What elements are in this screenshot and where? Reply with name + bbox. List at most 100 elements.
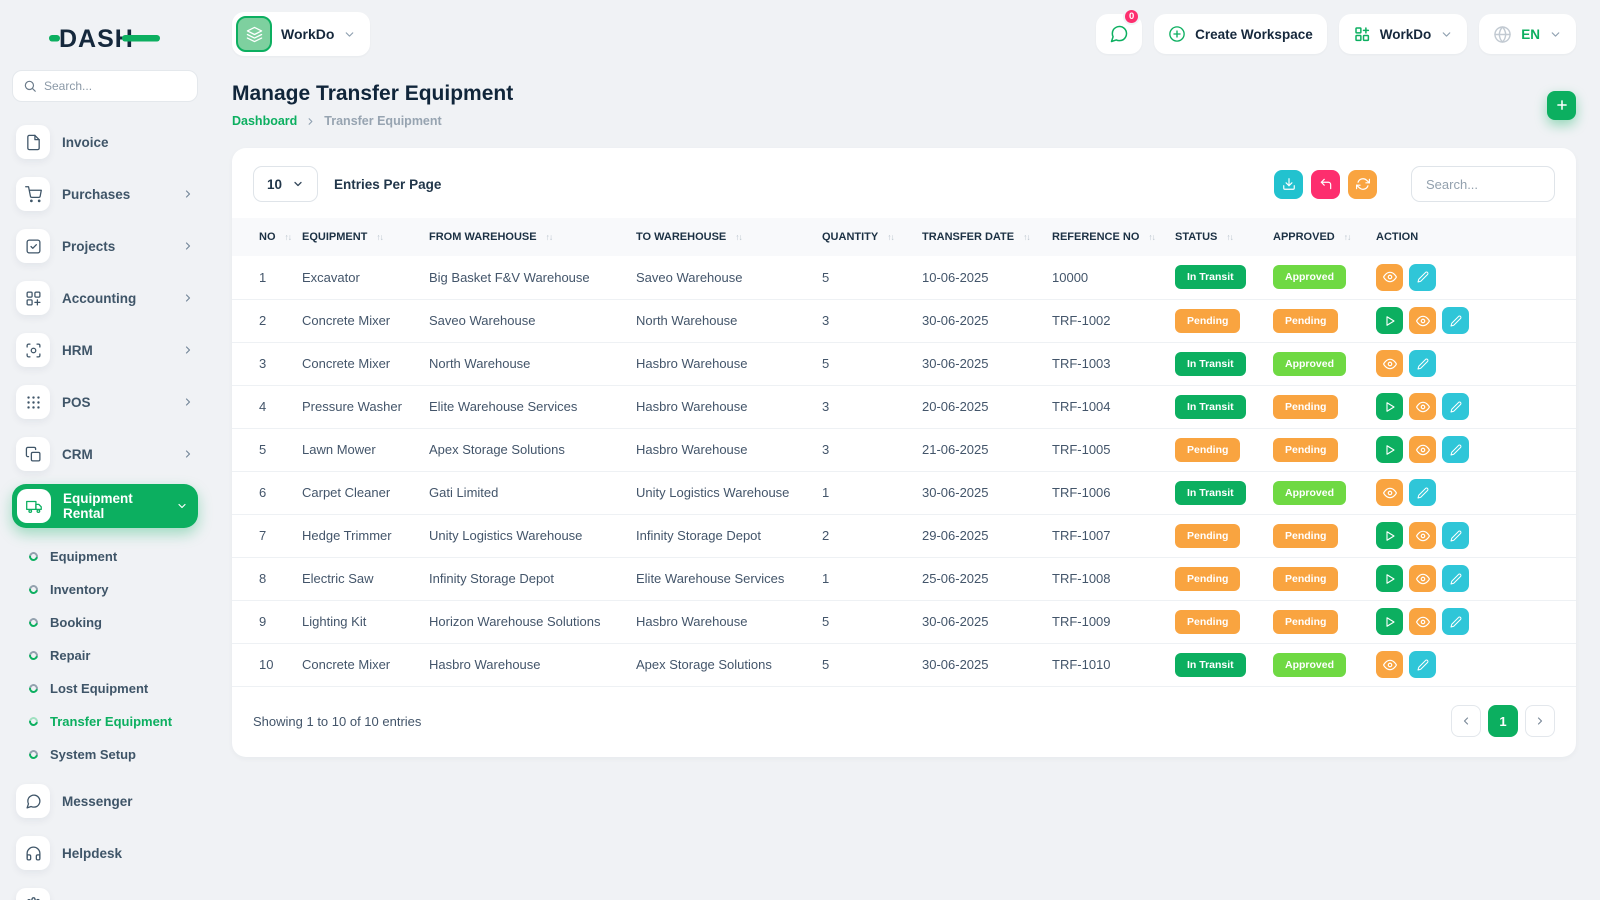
process-transfer-button[interactable] (1376, 522, 1403, 549)
cell-transfer-date: 30-06-2025 (912, 599, 1042, 643)
edit-button[interactable] (1442, 307, 1469, 334)
edit-button[interactable] (1409, 479, 1436, 506)
sidebar-subitem-lost-equipment[interactable]: Lost Equipment (20, 672, 198, 705)
column-header-reference-no[interactable]: REFERENCE NO ↑↓ (1042, 218, 1165, 256)
edit-button[interactable] (1409, 263, 1436, 291)
column-header-no[interactable]: NO ↑↓ (232, 218, 292, 256)
create-workspace-button[interactable]: Create Workspace (1154, 14, 1327, 54)
cell-equipment: Electric Saw (292, 556, 419, 600)
refresh-button[interactable] (1348, 169, 1377, 199)
sidebar-search-input[interactable] (44, 79, 187, 93)
process-transfer-button[interactable] (1376, 307, 1403, 334)
edit-button[interactable] (1442, 608, 1469, 635)
sidebar-item-hrm[interactable]: HRM (12, 328, 198, 372)
column-header-quantity[interactable]: QUANTITY ↑↓ (812, 218, 912, 256)
column-header-to-warehouse[interactable]: TO WAREHOUSE ↑↓ (626, 218, 812, 256)
view-button[interactable] (1376, 350, 1403, 377)
sidebar-item-messenger[interactable]: Messenger (12, 779, 198, 823)
view-button[interactable] (1409, 393, 1436, 420)
edit-button[interactable] (1442, 522, 1469, 549)
table-search[interactable] (1411, 166, 1555, 202)
chevron-down-icon (343, 28, 356, 41)
add-transfer-button[interactable] (1547, 90, 1576, 120)
cell-reference-no: 10000 (1052, 269, 1089, 285)
cell-quantity: 3 (812, 384, 912, 428)
cell-action (1366, 298, 1576, 342)
globe-icon (1493, 25, 1512, 44)
view-button[interactable] (1409, 565, 1436, 592)
cell-transfer-date: 10-06-2025 (922, 269, 989, 285)
cell-approved: Pending (1263, 298, 1366, 342)
chevron-down-icon (1440, 28, 1453, 41)
view-button[interactable] (1409, 307, 1436, 334)
cell-action (1366, 556, 1576, 600)
sidebar-subitem-inventory[interactable]: Inventory (20, 573, 198, 606)
sidebar-item-equipment-rental[interactable]: Equipment Rental (12, 484, 198, 528)
sidebar-item-settings[interactable]: Settings (12, 883, 198, 900)
edit-button[interactable] (1442, 565, 1469, 592)
cell-quantity: 3 (812, 427, 912, 471)
cell-no: 9 (232, 599, 292, 643)
sidebar-item-crm[interactable]: CRM (12, 432, 198, 476)
edit-button[interactable] (1442, 436, 1469, 463)
view-button[interactable] (1376, 263, 1403, 291)
cell-quantity: 5 (822, 269, 830, 285)
sidebar-item-invoice[interactable]: Invoice (12, 120, 198, 164)
language-selector[interactable]: EN (1479, 14, 1576, 54)
edit-button[interactable] (1409, 651, 1436, 679)
undo-button[interactable] (1311, 169, 1340, 199)
sidebar-item-projects[interactable]: Projects (12, 224, 198, 268)
column-header-approved[interactable]: APPROVED ↑↓ (1263, 218, 1366, 256)
cell-reference-no: TRF-1007 (1042, 513, 1165, 557)
app-logo[interactable]: DASH (12, 14, 198, 70)
cell-action (1366, 384, 1576, 428)
sidebar-subitem-transfer-equipment[interactable]: Transfer Equipment (20, 705, 198, 738)
cell-status: Pending (1165, 427, 1263, 471)
sidebar-subitem-system-setup[interactable]: System Setup (20, 738, 198, 771)
sidebar-item-purchases[interactable]: Purchases (12, 172, 198, 216)
view-button[interactable] (1409, 522, 1436, 549)
sort-icon: ↑↓ (1148, 232, 1155, 242)
sidebar-subitem-booking[interactable]: Booking (20, 606, 198, 639)
sidebar-item-pos[interactable]: POS (12, 380, 198, 424)
sidebar-subitem-equipment[interactable]: Equipment (20, 540, 198, 573)
column-header-equipment[interactable]: EQUIPMENT ↑↓ (292, 218, 419, 256)
messages-button[interactable]: 0 (1096, 8, 1143, 54)
cell-from-warehouse: Infinity Storage Depot (419, 556, 626, 600)
user-menu[interactable]: WorkDo (1338, 14, 1468, 54)
view-button[interactable] (1376, 479, 1403, 506)
process-transfer-button[interactable] (1376, 565, 1403, 592)
pagination: 1 (1451, 705, 1555, 737)
table-search-input[interactable] (1426, 176, 1540, 192)
entries-per-page-select[interactable]: 10 (253, 166, 319, 202)
edit-button[interactable] (1409, 350, 1436, 377)
sidebar-subitem-repair[interactable]: Repair (20, 639, 198, 672)
process-transfer-button[interactable] (1376, 608, 1403, 635)
cell-no: 2 (232, 298, 292, 342)
view-button[interactable] (1409, 608, 1436, 635)
process-transfer-button[interactable] (1376, 436, 1403, 463)
breadcrumb-dashboard-link[interactable]: Dashboard (232, 114, 298, 128)
export-button[interactable] (1274, 169, 1303, 199)
page-number-button[interactable]: 1 (1488, 705, 1518, 737)
previous-page-button[interactable] (1451, 705, 1481, 737)
view-button[interactable] (1376, 651, 1403, 679)
sidebar-item-helpdesk[interactable]: Helpdesk (12, 831, 198, 875)
cell-from-warehouse: Big Basket F&V Warehouse (429, 269, 590, 285)
column-header-status[interactable]: STATUS ↑↓ (1165, 218, 1263, 256)
cell-quantity: 5 (812, 341, 912, 385)
next-page-button[interactable] (1525, 705, 1555, 737)
edit-button[interactable] (1442, 393, 1469, 420)
column-header-from-warehouse[interactable]: FROM WAREHOUSE ↑↓ (419, 218, 626, 256)
workspace-switcher[interactable]: WorkDo (232, 12, 371, 56)
process-transfer-button[interactable] (1376, 393, 1403, 420)
cell-from-warehouse: Horizon Warehouse Solutions (419, 599, 626, 643)
cell-status: In Transit (1165, 384, 1263, 428)
sidebar-search[interactable] (12, 70, 198, 102)
chevron-right-icon (182, 188, 194, 200)
table-row: 8 Electric Saw Infinity Storage Depot El… (232, 556, 1576, 600)
cell-transfer-date: 20-06-2025 (912, 384, 1042, 428)
view-button[interactable] (1409, 436, 1436, 463)
sidebar-item-accounting[interactable]: Accounting (12, 276, 198, 320)
column-header-transfer-date[interactable]: TRANSFER DATE ↑↓ (912, 218, 1042, 256)
